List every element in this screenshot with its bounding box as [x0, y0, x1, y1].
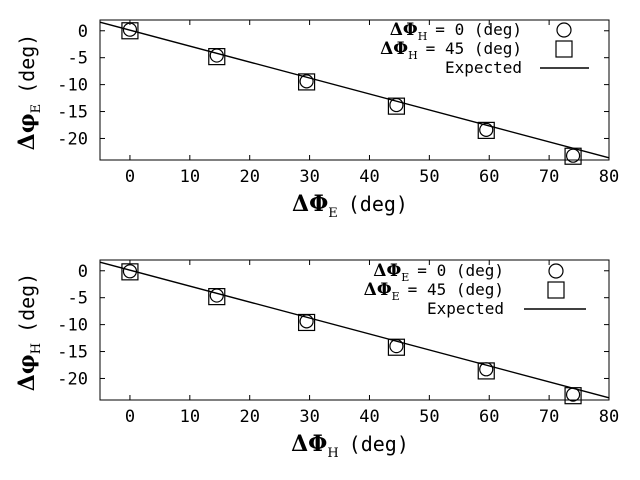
x-tick-label: 60 [479, 167, 499, 187]
y-tick-label: -10 [57, 76, 88, 96]
x-axis-label-unit: (deg) [349, 432, 409, 456]
legend-marker-circle [556, 22, 572, 38]
x-tick-label: 20 [239, 167, 259, 187]
x-axis-label-symbol: ΔΦ [291, 431, 327, 457]
legend-marker-square [547, 281, 565, 299]
data-point-square [121, 22, 139, 40]
data-point-circle [209, 288, 224, 303]
y-tick-label: -5 [68, 289, 88, 309]
legend-text: = 0 (deg) [417, 261, 504, 280]
x-tick-label: 70 [539, 407, 559, 427]
data-point-circle [479, 122, 494, 137]
data-point-square [208, 48, 226, 66]
legend-text: Expected [445, 58, 522, 77]
y-axis-label-symbol: Δφ [14, 113, 40, 150]
x-axis-label-symbol: ΔΦ [292, 191, 328, 217]
data-point-square [297, 313, 316, 332]
data-point-circle [565, 148, 581, 163]
legend-symbol: ΔΦ [364, 280, 392, 300]
y-axis-label: ΔφH (deg) [14, 273, 44, 392]
data-point-square [208, 288, 226, 306]
y-axis-label-unit: (deg) [15, 273, 39, 333]
data-point-square [387, 97, 406, 115]
x-tick-label: 70 [539, 167, 559, 187]
x-tick-label: 40 [359, 167, 379, 187]
expected-line [99, 261, 610, 399]
plot-frame [99, 259, 610, 401]
legend-symbol: ΔΦ [373, 261, 401, 281]
legend-subscript: H [408, 49, 418, 62]
legend-label: ΔΦH = 0 (deg) [390, 20, 522, 43]
legend-marker-circle [548, 263, 564, 279]
x-tick-label: 60 [479, 407, 499, 427]
x-tick-label: 40 [359, 407, 379, 427]
data-point-square [477, 121, 495, 139]
legend-symbol: ΔΦ [390, 20, 418, 40]
x-axis-label-subscript: E [328, 206, 338, 221]
y-tick-label: 0 [78, 262, 88, 282]
x-tick-label: 50 [419, 407, 439, 427]
legend-label: ΔΦE = 0 (deg) [373, 261, 504, 284]
legend-label: ΔΦE = 45 (deg) [364, 280, 504, 303]
legend-marker-square [555, 40, 573, 58]
legend-label: Expected [427, 299, 504, 318]
y-axis-label-symbol: Δφ [14, 354, 40, 391]
x-axis-label-unit: (deg) [348, 192, 408, 216]
y-tick-label: -20 [57, 129, 88, 149]
x-axis-label-subscript: H [327, 446, 338, 461]
x-tick-label: 80 [599, 167, 619, 187]
y-axis-label: ΔφE (deg) [14, 34, 44, 151]
x-tick-label: 10 [180, 167, 200, 187]
legend-text: = 45 (deg) [426, 39, 522, 58]
legend-symbol: ΔΦ [380, 39, 408, 59]
data-point-square [297, 73, 316, 91]
series-square [121, 263, 582, 405]
legend-subscript: E [401, 271, 409, 284]
x-tick-label: 10 [180, 407, 200, 427]
x-tick-label: 30 [299, 407, 319, 427]
y-axis-label-subscript: E [29, 104, 44, 114]
legend-label: ΔΦH = 45 (deg) [380, 39, 522, 62]
data-point-circle [299, 74, 314, 89]
legend-text: = 0 (deg) [435, 20, 522, 39]
series-circle [122, 264, 581, 402]
x-axis-label: ΔΦH (deg) [291, 431, 409, 461]
x-tick-label: 30 [299, 167, 319, 187]
series-square [121, 22, 582, 165]
x-tick-label: 0 [125, 167, 135, 187]
y-tick-label: 0 [78, 22, 88, 42]
series-line [99, 261, 610, 399]
data-point-square [387, 338, 406, 356]
data-point-circle [209, 48, 224, 63]
expected-line [99, 21, 610, 159]
y-tick-label: -10 [57, 316, 88, 336]
y-tick-label: -15 [57, 103, 88, 123]
x-tick-label: 50 [419, 167, 439, 187]
y-axis-label-subscript: H [29, 343, 44, 354]
legend-text: Expected [427, 299, 504, 318]
plot-frame [99, 19, 610, 161]
x-axis-label: ΔΦE (deg) [292, 191, 408, 221]
x-tick-label: 80 [599, 407, 619, 427]
y-tick-label: -20 [57, 369, 88, 389]
legend-subscript: H [418, 30, 428, 43]
legend-label: Expected [445, 58, 522, 77]
y-axis-label-unit: (deg) [15, 34, 39, 94]
x-tick-label: 20 [239, 407, 259, 427]
x-tick-label: 0 [125, 407, 135, 427]
y-tick-label: -5 [68, 49, 88, 69]
y-tick-label: -15 [57, 343, 88, 363]
series-line [99, 21, 610, 159]
data-point-square [477, 362, 495, 380]
legend-text: = 45 (deg) [408, 280, 504, 299]
legend-subscript: E [392, 290, 400, 303]
